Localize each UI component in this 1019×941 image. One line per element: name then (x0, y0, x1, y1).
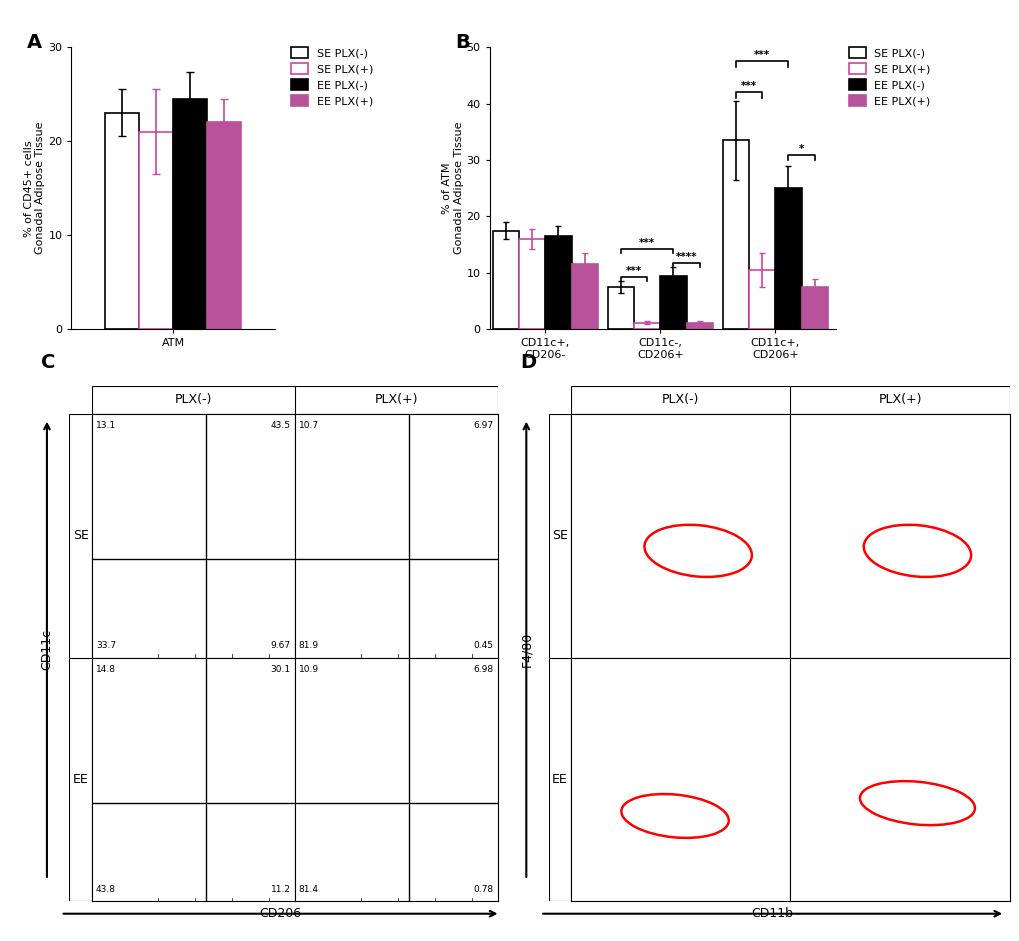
Bar (634, 323, 659, 329)
Text: *: * (798, 144, 803, 154)
Bar (686, 323, 712, 329)
Text: 81.4: 81.4 (299, 885, 319, 894)
Text: 0.45: 0.45 (473, 642, 493, 650)
Bar (659, 276, 686, 329)
Text: 10.7: 10.7 (299, 422, 319, 430)
Bar (607, 287, 634, 329)
Bar (545, 236, 571, 329)
Text: 81.9: 81.9 (299, 642, 319, 650)
Text: 33.7: 33.7 (96, 642, 116, 650)
Bar (774, 188, 801, 329)
Text: CD206: CD206 (259, 907, 302, 920)
Text: C: C (41, 353, 55, 372)
Bar (105, 113, 140, 329)
Text: 43.5: 43.5 (270, 422, 290, 430)
Text: SE: SE (551, 530, 568, 542)
Text: 11.2: 11.2 (270, 885, 290, 894)
Text: 6.97: 6.97 (473, 422, 493, 430)
Text: PLX(+): PLX(+) (374, 393, 418, 407)
Text: EE: EE (72, 774, 89, 786)
Text: 43.8: 43.8 (96, 885, 116, 894)
Y-axis label: % of ATM
Gonadal Adipose Tissue: % of ATM Gonadal Adipose Tissue (441, 122, 464, 254)
Bar (749, 270, 774, 329)
Text: ***: *** (639, 238, 655, 248)
Text: PLX(-): PLX(-) (174, 393, 212, 407)
Text: 30.1: 30.1 (270, 665, 290, 674)
Bar (571, 264, 597, 329)
Bar (722, 140, 749, 329)
Text: D: D (520, 353, 536, 372)
Text: EE: EE (551, 774, 568, 786)
Bar (801, 287, 826, 329)
Text: 9.67: 9.67 (270, 642, 290, 650)
Text: ***: *** (741, 81, 756, 91)
Bar (140, 132, 173, 329)
Text: 0.78: 0.78 (473, 885, 493, 894)
Text: PLX(-): PLX(-) (661, 393, 699, 407)
Text: B: B (454, 33, 469, 52)
Bar (207, 122, 242, 329)
Text: SE: SE (72, 530, 89, 542)
Text: ****: **** (676, 252, 697, 263)
Bar (173, 99, 207, 329)
Text: CD11b: CD11b (751, 907, 793, 920)
Legend: SE PLX(-), SE PLX(+), EE PLX(-), EE PLX(+): SE PLX(-), SE PLX(+), EE PLX(-), EE PLX(… (848, 47, 930, 106)
Text: 13.1: 13.1 (96, 422, 116, 430)
Text: 14.8: 14.8 (96, 665, 116, 674)
Bar (519, 239, 545, 329)
Text: ***: *** (753, 50, 769, 60)
Text: 6.98: 6.98 (473, 665, 493, 674)
Text: A: A (26, 33, 42, 52)
Text: PLX(+): PLX(+) (877, 393, 921, 407)
Text: ***: *** (626, 266, 642, 277)
Text: 10.9: 10.9 (299, 665, 319, 674)
Legend: SE PLX(-), SE PLX(+), EE PLX(-), EE PLX(+): SE PLX(-), SE PLX(+), EE PLX(-), EE PLX(… (290, 47, 373, 106)
Bar (492, 231, 519, 329)
Text: CD11c: CD11c (41, 629, 53, 670)
Y-axis label: % of CD45+ cells
Gonadal Adipose Tissue: % of CD45+ cells Gonadal Adipose Tissue (23, 122, 46, 254)
Text: F4/80: F4/80 (520, 631, 532, 667)
